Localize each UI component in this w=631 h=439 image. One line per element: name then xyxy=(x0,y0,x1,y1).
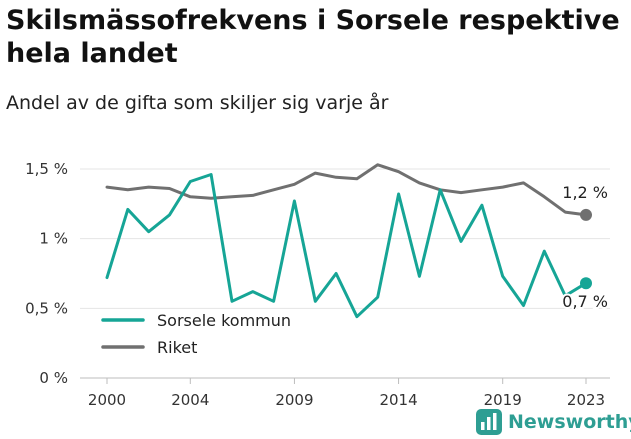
x-tick-label: 2000 xyxy=(88,391,126,409)
x-tick-label: 2004 xyxy=(171,391,209,409)
end-label-sorsele: 0,7 % xyxy=(562,292,608,311)
newsworthy-logo-icon xyxy=(476,409,502,435)
end-point-sorsele xyxy=(580,277,592,290)
series-line-sorsele xyxy=(105,173,588,319)
brand-logo: Newsworthy xyxy=(476,409,631,435)
y-tick-label: 0,5 % xyxy=(25,299,68,317)
legend-label-sorsele: Sorsele kommun xyxy=(157,311,291,330)
legend-bg xyxy=(97,338,277,358)
series-line-riket xyxy=(105,163,588,217)
legend-label-riket: Riket xyxy=(157,338,197,357)
x-tick-label: 2023 xyxy=(567,391,605,409)
brand-name: Newsworthy xyxy=(508,411,631,433)
end-label-riket: 1,2 % xyxy=(562,183,608,202)
end-point-riket xyxy=(580,208,592,221)
chart-title: Skilsmässofrekvens i Sorsele respektive … xyxy=(6,5,620,69)
y-tick-label: 1 % xyxy=(39,230,68,248)
x-tick-label: 2009 xyxy=(275,391,313,409)
x-tick-label: 2019 xyxy=(484,391,522,409)
chart-subtitle: Andel av de gifta som skiljer sig varje … xyxy=(6,92,389,114)
x-tick-label: 2014 xyxy=(379,391,417,409)
y-tick-label: 1,5 % xyxy=(25,160,68,178)
legend-bg xyxy=(97,311,277,331)
y-tick-label: 0 % xyxy=(39,369,68,387)
